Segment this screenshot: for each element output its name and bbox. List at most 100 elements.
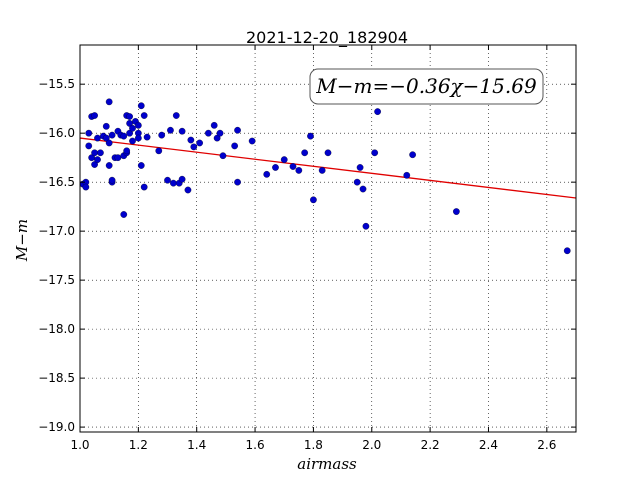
x-tick-label: 2.0 bbox=[362, 438, 381, 452]
data-point bbox=[85, 142, 93, 150]
y-axis-title: M−m bbox=[13, 219, 31, 262]
data-point bbox=[105, 139, 113, 147]
data-point bbox=[280, 156, 288, 163]
data-point bbox=[164, 176, 171, 184]
data-point bbox=[114, 154, 122, 162]
data-point bbox=[196, 139, 203, 147]
data-point bbox=[310, 196, 317, 204]
y-tick-label: −17.0 bbox=[38, 224, 75, 238]
x-tick-label: 2.4 bbox=[479, 438, 498, 452]
data-point bbox=[126, 113, 133, 120]
data-point bbox=[91, 149, 98, 157]
data-point bbox=[263, 170, 271, 178]
fit-line-layer bbox=[79, 137, 577, 199]
axis-ticks: 1.0 1.2 1.4 1.6 1.8 2.0 2.2 2.4 2.6 −15.5 −16.0 −16… bbox=[38, 45, 576, 452]
data-point bbox=[178, 127, 186, 135]
data-point bbox=[187, 136, 195, 144]
data-points bbox=[79, 98, 571, 255]
data-point bbox=[102, 122, 110, 130]
data-point bbox=[234, 178, 241, 186]
data-point bbox=[172, 112, 180, 119]
data-point bbox=[94, 134, 101, 142]
data-point bbox=[105, 162, 113, 169]
x-tick-label: 1.0 bbox=[70, 438, 89, 452]
y-tick-label: −15.5 bbox=[38, 77, 75, 91]
grid bbox=[79, 45, 576, 432]
x-tick-label: 1.2 bbox=[129, 438, 148, 452]
y-tick-label: −19.0 bbox=[38, 420, 75, 434]
fit-annotation: M−m=−0.36χ−15.69 bbox=[309, 68, 544, 105]
x-tick-label: 2.2 bbox=[421, 438, 440, 452]
data-point bbox=[140, 112, 148, 119]
data-point bbox=[126, 129, 133, 137]
x-tick-label: 2.6 bbox=[537, 438, 556, 452]
data-point bbox=[563, 247, 571, 255]
data-point bbox=[289, 163, 297, 170]
data-point bbox=[409, 151, 416, 159]
y-tick-label: −18.5 bbox=[38, 371, 75, 385]
data-point bbox=[108, 176, 116, 184]
data-point bbox=[167, 126, 174, 134]
data-point bbox=[135, 134, 142, 142]
data-point bbox=[324, 149, 332, 157]
data-point bbox=[108, 131, 116, 139]
data-point bbox=[248, 137, 256, 145]
data-point bbox=[190, 143, 198, 151]
data-point bbox=[105, 98, 113, 106]
data-point bbox=[158, 131, 166, 139]
data-point bbox=[359, 185, 367, 193]
data-point bbox=[301, 149, 309, 157]
data-point bbox=[82, 183, 90, 191]
y-tick-label: −16.5 bbox=[38, 175, 75, 189]
data-point bbox=[295, 167, 303, 174]
data-point bbox=[170, 179, 177, 187]
data-point bbox=[135, 121, 142, 129]
data-point bbox=[213, 134, 221, 142]
data-point bbox=[210, 121, 218, 129]
data-point bbox=[129, 124, 136, 132]
data-point bbox=[403, 171, 411, 179]
data-point bbox=[143, 133, 151, 141]
data-point bbox=[123, 147, 131, 155]
annotation-text: M−m=−0.36χ−15.69 bbox=[315, 74, 537, 98]
data-point bbox=[272, 164, 279, 171]
x-tick-label: 1.6 bbox=[246, 438, 265, 452]
data-point bbox=[356, 164, 364, 171]
x-tick-label: 1.4 bbox=[187, 438, 206, 452]
data-point bbox=[234, 126, 241, 134]
data-point bbox=[94, 156, 101, 163]
data-point bbox=[184, 186, 192, 194]
x-tick-label: 1.8 bbox=[304, 438, 323, 452]
data-point bbox=[91, 112, 98, 119]
data-point bbox=[353, 178, 361, 186]
data-point bbox=[120, 132, 128, 140]
data-point bbox=[137, 162, 145, 169]
data-point bbox=[362, 222, 370, 230]
data-point bbox=[178, 175, 186, 183]
data-point bbox=[97, 149, 104, 157]
data-point bbox=[205, 129, 212, 137]
data-point bbox=[102, 134, 110, 142]
data-point bbox=[307, 132, 314, 140]
data-point bbox=[453, 208, 460, 215]
data-point bbox=[120, 211, 128, 218]
data-point bbox=[318, 167, 326, 174]
plot-frame bbox=[79, 44, 577, 433]
data-point bbox=[219, 152, 227, 160]
y-tick-label: −16.0 bbox=[38, 126, 75, 140]
data-point bbox=[374, 108, 381, 115]
data-point bbox=[216, 129, 224, 137]
data-point bbox=[231, 142, 238, 150]
data-point bbox=[85, 129, 93, 137]
data-point bbox=[91, 161, 98, 168]
data-point bbox=[140, 183, 148, 191]
y-tick-label: −17.5 bbox=[38, 273, 75, 287]
data-point bbox=[137, 102, 145, 110]
data-point bbox=[155, 147, 163, 155]
y-tick-label: −18.0 bbox=[38, 322, 75, 336]
annotation-box bbox=[309, 68, 544, 105]
chart-title: 2021-12-20_182904 bbox=[246, 28, 408, 48]
x-axis-title: airmass bbox=[297, 455, 357, 473]
data-point bbox=[371, 149, 379, 157]
